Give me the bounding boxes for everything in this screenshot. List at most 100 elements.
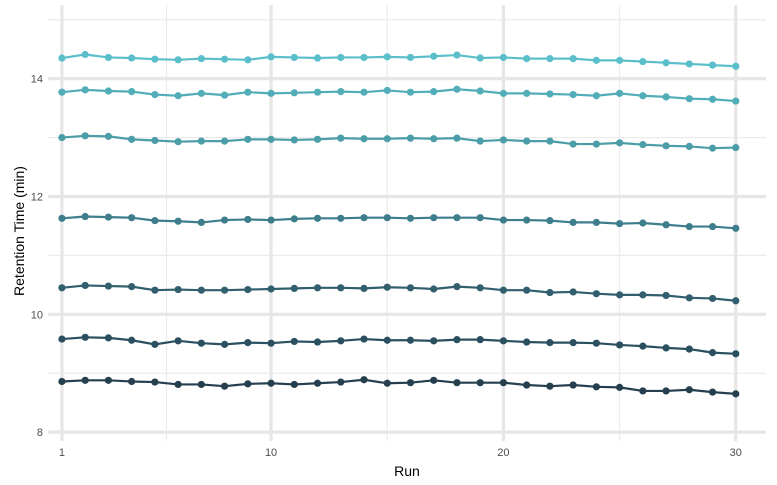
data-point [267,135,275,143]
data-point [197,286,205,294]
data-point [592,140,600,148]
data-point [546,288,554,297]
data-point [662,344,670,352]
data-point [290,284,298,292]
data-point [453,214,461,222]
series [58,281,740,305]
data-point [151,55,159,63]
data-point [360,135,368,143]
data-point [290,215,298,223]
data-point [290,380,298,389]
series-line [61,284,736,302]
data-point [592,290,600,298]
series-line [61,53,736,68]
data-point [174,217,182,225]
data-point [499,379,508,387]
data-point [360,284,368,292]
data-point [569,339,577,347]
data-point [104,132,113,140]
data-point [639,219,647,227]
data-point [313,135,322,143]
series-line [61,88,736,103]
data-point [244,339,252,347]
data-point [58,133,66,142]
data-point [592,92,600,100]
data-point [523,89,531,97]
data-point [128,377,136,386]
data-point [383,86,391,95]
series [58,85,740,105]
data-point [592,339,600,347]
data-point [197,89,205,97]
data-point [58,54,66,62]
data-point [197,380,205,389]
data-point [476,214,484,222]
data-point [360,53,368,62]
data-point [616,291,624,299]
series [58,132,740,152]
data-point [406,379,415,387]
data-point [639,387,647,395]
data-point [406,53,415,62]
data-point [546,217,554,225]
data-point [616,89,624,97]
data-point [430,376,438,384]
data-point [685,222,693,231]
y-tick-label: 10 [31,309,43,321]
data-point [430,135,438,143]
data-point [221,137,229,145]
data-point [313,379,322,387]
data-point [523,216,531,224]
data-point [685,386,693,394]
data-point [128,283,136,291]
data-point [337,134,345,142]
data-point [569,288,577,296]
data-point [476,336,484,344]
series [58,376,740,398]
data-point [406,88,415,96]
data-point [58,284,66,292]
x-tick-label: 1 [59,447,65,459]
data-point [360,376,368,384]
data-point [616,383,624,391]
data-point [616,341,624,349]
data-point [499,136,508,144]
data-point [221,55,229,63]
series [58,333,740,358]
data-point [569,218,577,227]
data-point [406,284,415,292]
data-point [569,90,577,99]
data-point [406,214,415,222]
grid-layer [48,5,766,441]
data-point [313,338,322,346]
data-point [523,286,531,294]
data-point [732,62,740,70]
data-point [174,138,182,146]
data-point [128,135,136,143]
data-point [104,334,113,342]
data-point [708,144,717,152]
data-point [732,350,740,358]
series-line [61,378,736,395]
data-point [406,336,415,344]
data-point [685,60,693,68]
data-point [639,92,647,100]
x-tick-label: 10 [265,447,277,459]
data-point [174,56,182,64]
data-point [174,337,182,345]
data-point [337,337,345,345]
data-point [81,132,89,140]
data-point [499,216,508,224]
data-point [244,380,252,388]
data-point [244,285,252,294]
data-point [244,88,252,96]
data-point [662,387,670,395]
data-point [81,212,89,221]
data-point [406,134,415,142]
data-point [499,53,508,62]
data-point [174,380,182,389]
data-point [267,379,275,387]
data-point [197,137,205,145]
data-point [360,88,368,96]
x-axis-title: Run [394,463,420,479]
